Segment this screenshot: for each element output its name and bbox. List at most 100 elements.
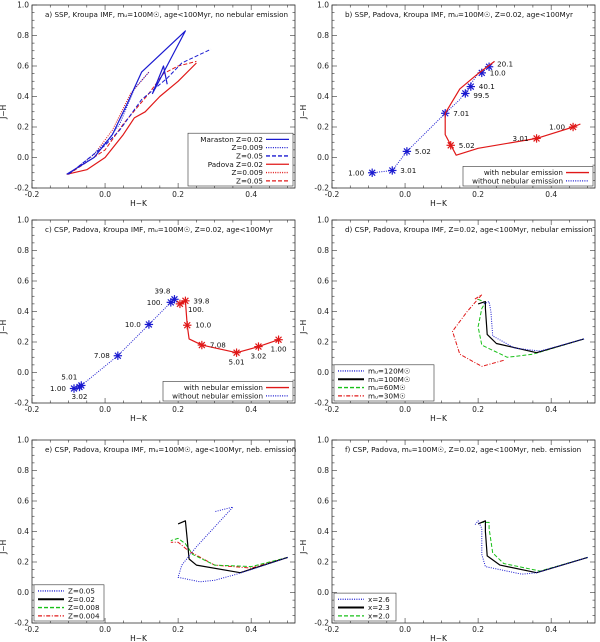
y-tick-label: 1.0 [317,1,329,10]
series-line [177,506,288,583]
age-label: 7.08 [94,351,110,360]
x-tick-label: -0.2 [25,625,40,634]
y-tick-label: 0.8 [17,31,29,40]
x-tick-label: 0.4 [545,190,557,199]
x-tick-label: 0.4 [245,405,257,414]
series-line [66,30,186,175]
series-2: 1.00 3.02 5.01 7.08 10.0 100. 39.8 [50,286,179,401]
x-axis-label: H−K [430,414,448,423]
age-marker [254,342,263,351]
asterisk-stroke [388,167,396,174]
age-marker [274,335,283,344]
y-tick-label: 0.4 [17,307,29,316]
age-label: 5.01 [229,358,245,367]
y-tick-label: 0.2 [17,123,29,132]
series-6 [68,60,197,175]
y-tick-label: 0.8 [317,31,329,40]
x-axis-label: H−K [430,199,448,208]
x-tick-label: 0.0 [99,190,111,199]
age-label: 3.02 [250,352,266,361]
asterisk-stroke [182,297,189,305]
y-tick-label: 0.8 [317,246,329,255]
y-tick-label: 0.8 [317,466,329,475]
series-2 [177,520,288,574]
y-tick-label: 0.4 [17,92,29,101]
x-tick-label: 0.2 [172,405,184,414]
age-marker [484,62,494,71]
series-3 [68,48,212,175]
series-2 [68,71,150,175]
age-label: 1.00 [348,168,364,177]
x-tick-label: 0.0 [399,625,411,634]
y-tick-label: 1.0 [317,436,329,445]
age-marker [388,166,397,175]
series-line [68,71,150,175]
panel-title: a) SSP, Kroupa IMF, mᵤ=100M☉, age<100Myr… [45,10,288,19]
legend-item: x=2.6 [338,595,390,604]
panel-title: d) CSP, Padova, Kroupa IMF, Z=0.02, age<… [345,225,593,234]
legend-label: with nebular emission [184,383,263,392]
y-tick-label: 0.2 [317,338,329,347]
y-tick-label: 0.2 [17,558,29,567]
age-label: 1.00 [50,384,66,393]
y-tick-label: 1.0 [17,1,29,10]
x-axis-label: H−K [130,414,148,423]
y-tick-label: 0.6 [317,62,329,71]
age-label: 99.5 [473,91,489,100]
series-line [477,301,585,354]
age-label: 39.8 [154,286,170,295]
age-label: 39.8 [193,296,209,305]
series-5 [68,71,150,175]
legend-box [333,364,435,402]
y-tick-label: 0.4 [17,527,29,536]
legend-label: x=2.0 [368,611,390,620]
age-marker [446,141,455,150]
y-axis-label: J−H [299,320,308,335]
series-line [372,60,495,174]
age-label: 5.01 [61,372,77,381]
x-tick-label: 0.2 [472,190,484,199]
y-tick-label: 0.6 [317,497,329,506]
series-line [170,537,288,568]
series-1 [66,30,186,175]
legend-item: Z=0.008 [38,603,100,612]
series-line [73,298,175,389]
asterisk-stroke [255,343,262,350]
x-tick-label: 0.0 [99,625,111,634]
age-label: 3.01 [513,134,529,143]
legend-item: with nebular emission [484,168,589,177]
x-tick-label: -0.2 [325,190,340,199]
y-tick-label: 1.0 [17,216,29,225]
age-marker [77,381,86,390]
age-label: 3.01 [400,166,416,175]
y-tick-label: 0.0 [317,368,329,377]
age-label: 10.0 [490,68,506,77]
legend-label: with nebular emission [484,168,563,177]
x-tick-label: 0.4 [545,405,557,414]
y-tick-label: 0.4 [317,92,329,101]
asterisk-stroke [171,295,178,303]
x-tick-label: -0.2 [25,190,40,199]
y-tick-label: 0.4 [317,527,329,536]
legend: mᵤ=120M☉mᵤ=100M☉mᵤ=60M☉mᵤ=30M☉ [333,364,435,402]
asterisk-stroke [403,148,411,155]
y-tick-label: 0.0 [317,153,329,162]
series-2: 1.00 3.01 5.02 7.01 10.020.1 40.199.5 [348,60,513,178]
panel-title: c) CSP, Padova, Kroupa IMF, mᵤ=100M☉, Z=… [45,225,273,234]
age-label: 5.02 [459,141,475,150]
panel-d: -0.2 0.0 0.2 0.4 -0.2 0.0 0.2 0.4 0.6 0.8 1.0 H−K J−… [299,216,596,423]
age-label: 1.00 [549,123,565,132]
legend-label: mᵤ=60M☉ [368,383,406,392]
x-tick-label: 0.0 [399,405,411,414]
x-axis-label: H−K [430,634,448,642]
panel-title: e) CSP, Padova, Kroupa IMF, mᵤ=100M☉, ag… [45,445,296,454]
series-1 [474,520,588,575]
age-label: 20.1 [497,60,513,69]
asterisk-stroke [461,90,469,97]
age-marker [568,122,578,132]
series-line [177,520,288,574]
legend-item: without nebular emission [172,391,289,400]
